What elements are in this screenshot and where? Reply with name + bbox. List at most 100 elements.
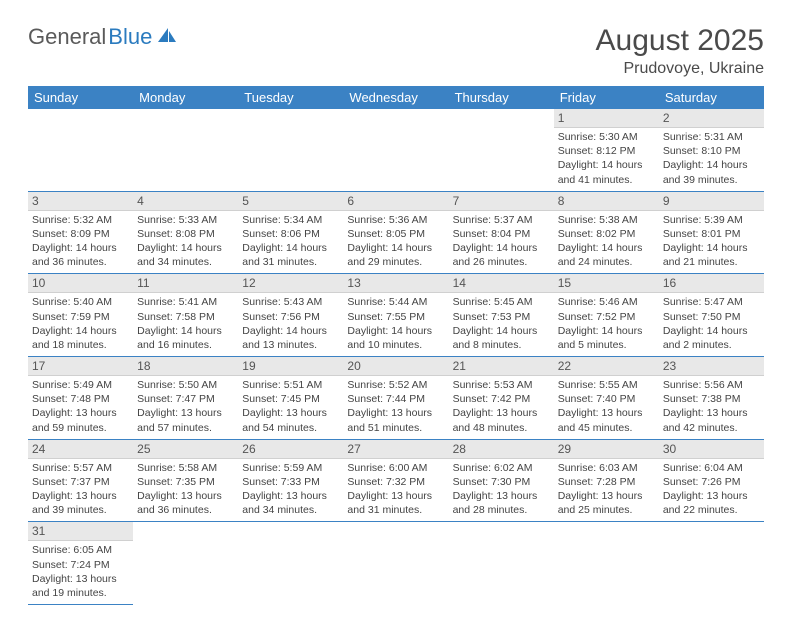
sunset-text: Sunset: 7:53 PM [453,310,550,324]
day-details: Sunrise: 5:41 AMSunset: 7:58 PMDaylight:… [133,293,238,356]
daylight-text: Daylight: 14 hours and 41 minutes. [558,158,655,186]
day-number: 5 [238,192,343,211]
sunrise-text: Sunrise: 6:02 AM [453,461,550,475]
day-number: 14 [449,274,554,293]
day-number: 17 [28,357,133,376]
day-cell: 21Sunrise: 5:53 AMSunset: 7:42 PMDayligh… [449,357,554,440]
day-details: Sunrise: 5:57 AMSunset: 7:37 PMDaylight:… [28,459,133,522]
day-details: Sunrise: 5:51 AMSunset: 7:45 PMDaylight:… [238,376,343,439]
sunrise-text: Sunrise: 6:03 AM [558,461,655,475]
day-cell: 1Sunrise: 5:30 AMSunset: 8:12 PMDaylight… [554,109,659,191]
day-details: Sunrise: 5:46 AMSunset: 7:52 PMDaylight:… [554,293,659,356]
week-row: 31Sunrise: 6:05 AMSunset: 7:24 PMDayligh… [28,522,764,605]
daylight-text: Daylight: 13 hours and 45 minutes. [558,406,655,434]
day-cell: 17Sunrise: 5:49 AMSunset: 7:48 PMDayligh… [28,357,133,440]
day-number: 23 [659,357,764,376]
day-cell [449,109,554,191]
col-friday: Friday [554,86,659,109]
day-details: Sunrise: 5:50 AMSunset: 7:47 PMDaylight:… [133,376,238,439]
day-details: Sunrise: 5:44 AMSunset: 7:55 PMDaylight:… [343,293,448,356]
day-cell [659,522,764,605]
day-number: 28 [449,440,554,459]
day-details: Sunrise: 5:52 AMSunset: 7:44 PMDaylight:… [343,376,448,439]
daylight-text: Daylight: 14 hours and 16 minutes. [137,324,234,352]
day-number: 22 [554,357,659,376]
day-cell: 23Sunrise: 5:56 AMSunset: 7:38 PMDayligh… [659,357,764,440]
day-cell: 19Sunrise: 5:51 AMSunset: 7:45 PMDayligh… [238,357,343,440]
weekday-header-row: Sunday Monday Tuesday Wednesday Thursday… [28,86,764,109]
day-cell: 11Sunrise: 5:41 AMSunset: 7:58 PMDayligh… [133,274,238,357]
day-cell: 18Sunrise: 5:50 AMSunset: 7:47 PMDayligh… [133,357,238,440]
sunset-text: Sunset: 8:05 PM [347,227,444,241]
sunset-text: Sunset: 7:28 PM [558,475,655,489]
sunset-text: Sunset: 8:06 PM [242,227,339,241]
day-cell: 16Sunrise: 5:47 AMSunset: 7:50 PMDayligh… [659,274,764,357]
day-cell: 29Sunrise: 6:03 AMSunset: 7:28 PMDayligh… [554,439,659,522]
daylight-text: Daylight: 13 hours and 54 minutes. [242,406,339,434]
sunrise-text: Sunrise: 5:59 AM [242,461,339,475]
daylight-text: Daylight: 14 hours and 24 minutes. [558,241,655,269]
calendar-table: Sunday Monday Tuesday Wednesday Thursday… [28,86,764,605]
day-cell: 13Sunrise: 5:44 AMSunset: 7:55 PMDayligh… [343,274,448,357]
sunrise-text: Sunrise: 6:04 AM [663,461,760,475]
day-cell [238,109,343,191]
day-number: 19 [238,357,343,376]
day-details: Sunrise: 5:43 AMSunset: 7:56 PMDaylight:… [238,293,343,356]
daylight-text: Daylight: 13 hours and 28 minutes. [453,489,550,517]
sunset-text: Sunset: 7:45 PM [242,392,339,406]
sunrise-text: Sunrise: 5:52 AM [347,378,444,392]
day-cell: 8Sunrise: 5:38 AMSunset: 8:02 PMDaylight… [554,191,659,274]
sunset-text: Sunset: 7:38 PM [663,392,760,406]
daylight-text: Daylight: 14 hours and 21 minutes. [663,241,760,269]
sunset-text: Sunset: 8:09 PM [32,227,129,241]
day-number: 7 [449,192,554,211]
day-cell: 4Sunrise: 5:33 AMSunset: 8:08 PMDaylight… [133,191,238,274]
sunset-text: Sunset: 8:02 PM [558,227,655,241]
daylight-text: Daylight: 14 hours and 36 minutes. [32,241,129,269]
day-cell: 27Sunrise: 6:00 AMSunset: 7:32 PMDayligh… [343,439,448,522]
sunrise-text: Sunrise: 5:41 AM [137,295,234,309]
day-details: Sunrise: 5:34 AMSunset: 8:06 PMDaylight:… [238,211,343,274]
daylight-text: Daylight: 13 hours and 42 minutes. [663,406,760,434]
day-details: Sunrise: 5:32 AMSunset: 8:09 PMDaylight:… [28,211,133,274]
day-details: Sunrise: 5:58 AMSunset: 7:35 PMDaylight:… [133,459,238,522]
sail-icon [156,24,178,50]
sunrise-text: Sunrise: 5:31 AM [663,130,760,144]
daylight-text: Daylight: 14 hours and 10 minutes. [347,324,444,352]
day-cell [554,522,659,605]
day-cell [133,109,238,191]
sunset-text: Sunset: 7:30 PM [453,475,550,489]
sunset-text: Sunset: 7:40 PM [558,392,655,406]
day-cell [133,522,238,605]
day-cell: 12Sunrise: 5:43 AMSunset: 7:56 PMDayligh… [238,274,343,357]
sunset-text: Sunset: 8:01 PM [663,227,760,241]
week-row: 3Sunrise: 5:32 AMSunset: 8:09 PMDaylight… [28,191,764,274]
title-block: August 2025 Prudovoye, Ukraine [596,24,764,78]
day-number: 26 [238,440,343,459]
sunset-text: Sunset: 7:50 PM [663,310,760,324]
day-number: 27 [343,440,448,459]
day-details: Sunrise: 5:40 AMSunset: 7:59 PMDaylight:… [28,293,133,356]
sunset-text: Sunset: 7:33 PM [242,475,339,489]
sunrise-text: Sunrise: 5:58 AM [137,461,234,475]
day-number: 1 [554,109,659,128]
daylight-text: Daylight: 13 hours and 51 minutes. [347,406,444,434]
sunset-text: Sunset: 7:42 PM [453,392,550,406]
day-number: 12 [238,274,343,293]
day-cell [238,522,343,605]
logo-text-2: Blue [108,24,152,50]
week-row: 10Sunrise: 5:40 AMSunset: 7:59 PMDayligh… [28,274,764,357]
day-number: 25 [133,440,238,459]
sunrise-text: Sunrise: 5:36 AM [347,213,444,227]
sunset-text: Sunset: 8:04 PM [453,227,550,241]
day-number: 15 [554,274,659,293]
col-thursday: Thursday [449,86,554,109]
daylight-text: Daylight: 14 hours and 2 minutes. [663,324,760,352]
daylight-text: Daylight: 13 hours and 57 minutes. [137,406,234,434]
sunset-text: Sunset: 8:10 PM [663,144,760,158]
sunset-text: Sunset: 8:12 PM [558,144,655,158]
day-cell: 30Sunrise: 6:04 AMSunset: 7:26 PMDayligh… [659,439,764,522]
day-cell: 26Sunrise: 5:59 AMSunset: 7:33 PMDayligh… [238,439,343,522]
sunrise-text: Sunrise: 5:44 AM [347,295,444,309]
sunset-text: Sunset: 7:56 PM [242,310,339,324]
